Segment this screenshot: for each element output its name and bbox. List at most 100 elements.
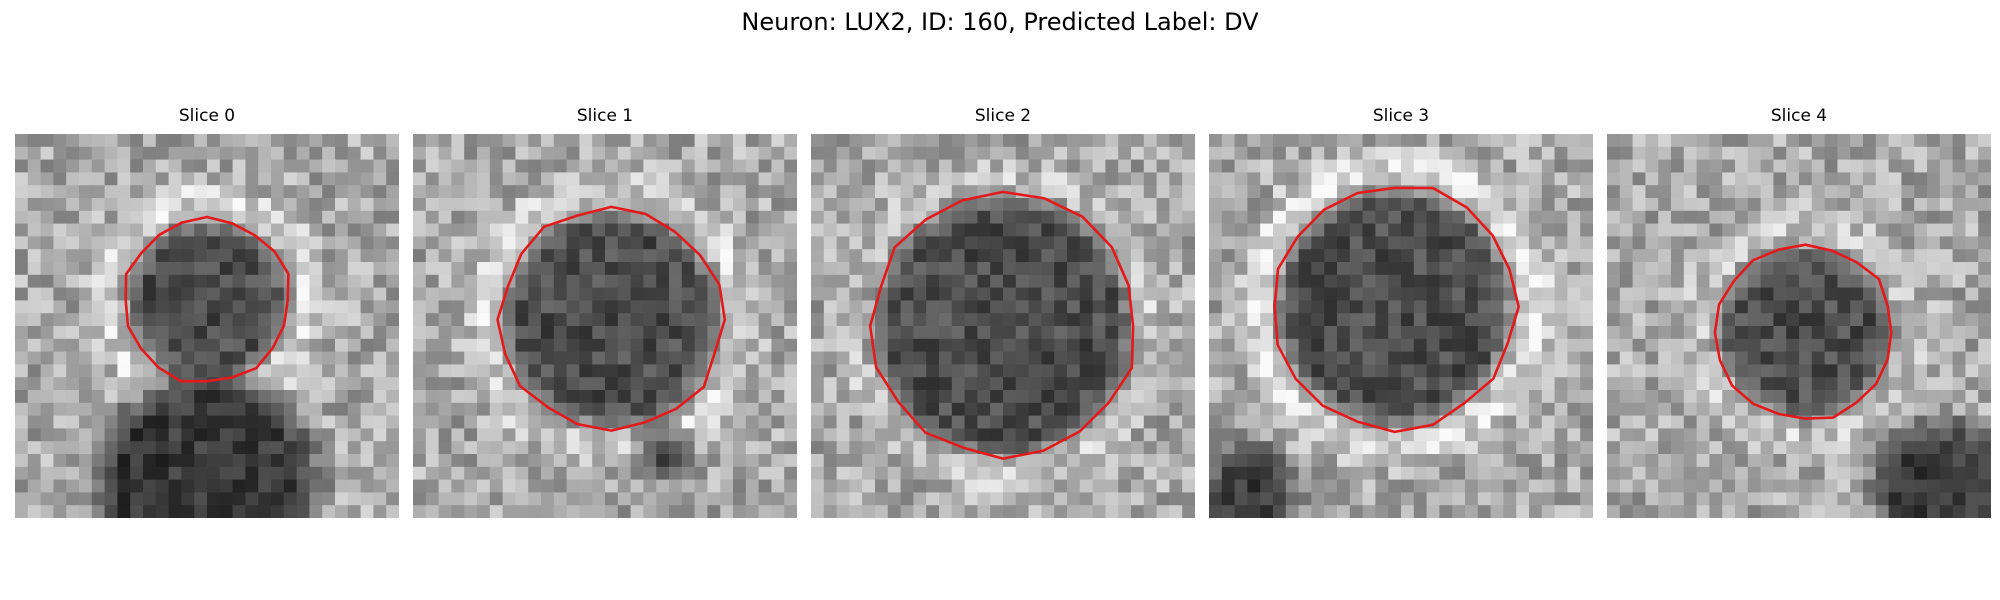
image-pixel <box>926 185 940 199</box>
image-pixel <box>733 402 747 416</box>
image-pixel <box>1554 479 1568 493</box>
image-pixel <box>1169 466 1183 480</box>
image-pixel <box>1658 146 1672 160</box>
image-pixel <box>1914 287 1928 301</box>
image-pixel <box>1182 402 1195 416</box>
image-pixel <box>913 454 927 468</box>
image-pixel <box>1131 249 1145 263</box>
image-pixel <box>1209 287 1223 301</box>
image-pixel <box>464 223 478 237</box>
image-pixel <box>849 492 863 506</box>
image-pixel <box>1143 415 1157 429</box>
image-pixel <box>939 505 953 518</box>
image-pixel <box>694 351 708 365</box>
image-pixel <box>464 159 478 173</box>
image-pixel <box>1645 185 1659 199</box>
image-pixel <box>515 313 529 327</box>
image-pixel <box>1837 172 1851 186</box>
image-pixel <box>360 479 374 493</box>
image-pixel <box>1182 415 1195 429</box>
image-pixel <box>1965 454 1979 468</box>
image-pixel <box>566 441 580 455</box>
image-pixel <box>887 479 901 493</box>
image-pixel <box>1541 159 1555 173</box>
image-pixel <box>181 466 195 480</box>
image-pixel <box>656 415 670 429</box>
image-pixel <box>27 236 41 250</box>
image-pixel <box>720 287 734 301</box>
image-pixel <box>811 198 825 212</box>
image-pixel <box>373 313 387 327</box>
image-pixel <box>1580 338 1593 352</box>
image-pixel <box>1645 390 1659 404</box>
image-pixel <box>1658 466 1672 480</box>
image-pixel <box>1118 441 1132 455</box>
image-pixel <box>1067 198 1081 212</box>
image-pixel <box>1273 198 1287 212</box>
image-pixel <box>745 313 759 327</box>
image-pixel <box>1324 479 1338 493</box>
image-pixel <box>425 338 439 352</box>
image-pixel <box>939 249 953 263</box>
image-pixel <box>1554 390 1568 404</box>
image-pixel <box>1041 274 1055 288</box>
image-pixel <box>1901 185 1915 199</box>
image-pixel <box>1247 223 1261 237</box>
image-pixel <box>1850 198 1864 212</box>
image-pixel <box>1490 454 1504 468</box>
image-pixel <box>1054 338 1068 352</box>
image-pixel <box>784 441 797 455</box>
image-pixel <box>515 454 529 468</box>
image-pixel <box>823 428 837 442</box>
image-pixel <box>566 479 580 493</box>
image-pixel <box>1169 172 1183 186</box>
image-pixel <box>309 351 323 365</box>
image-pixel <box>1465 479 1479 493</box>
image-pixel <box>836 146 850 160</box>
image-pixel <box>1773 236 1787 250</box>
image-pixel <box>1118 479 1132 493</box>
image-pixel <box>1747 210 1761 224</box>
image-pixel <box>990 338 1004 352</box>
image-pixel <box>913 351 927 365</box>
image-pixel <box>900 428 914 442</box>
image-pixel <box>155 274 169 288</box>
image-pixel <box>335 415 349 429</box>
image-pixel <box>605 402 619 416</box>
image-pixel <box>451 134 465 148</box>
image-pixel <box>91 351 105 365</box>
image-pixel <box>1747 351 1761 365</box>
image-pixel <box>1079 223 1093 237</box>
image-pixel <box>1260 159 1274 173</box>
image-pixel <box>849 159 863 173</box>
image-pixel <box>887 428 901 442</box>
image-pixel <box>335 492 349 506</box>
image-pixel <box>771 287 785 301</box>
image-pixel <box>1965 236 1979 250</box>
image-pixel <box>887 300 901 314</box>
image-pixel <box>771 313 785 327</box>
image-pixel <box>720 262 734 276</box>
image-pixel <box>579 364 593 378</box>
image-pixel <box>245 134 259 148</box>
image-pixel <box>1863 505 1877 518</box>
image-pixel <box>1337 262 1351 276</box>
image-pixel <box>926 326 940 340</box>
image-pixel <box>617 351 631 365</box>
image-pixel <box>977 441 991 455</box>
image-pixel <box>1490 134 1504 148</box>
image-pixel <box>104 390 118 404</box>
image-pixel <box>823 249 837 263</box>
image-pixel <box>1567 428 1581 442</box>
image-pixel <box>130 479 144 493</box>
image-pixel <box>194 415 208 429</box>
image-pixel <box>168 428 182 442</box>
image-pixel <box>1015 402 1029 416</box>
image-pixel <box>541 466 555 480</box>
image-pixel <box>79 146 93 160</box>
image-pixel <box>579 479 593 493</box>
image-pixel <box>1156 134 1170 148</box>
image-pixel <box>849 198 863 212</box>
image-pixel <box>1939 492 1953 506</box>
image-pixel <box>271 428 285 442</box>
